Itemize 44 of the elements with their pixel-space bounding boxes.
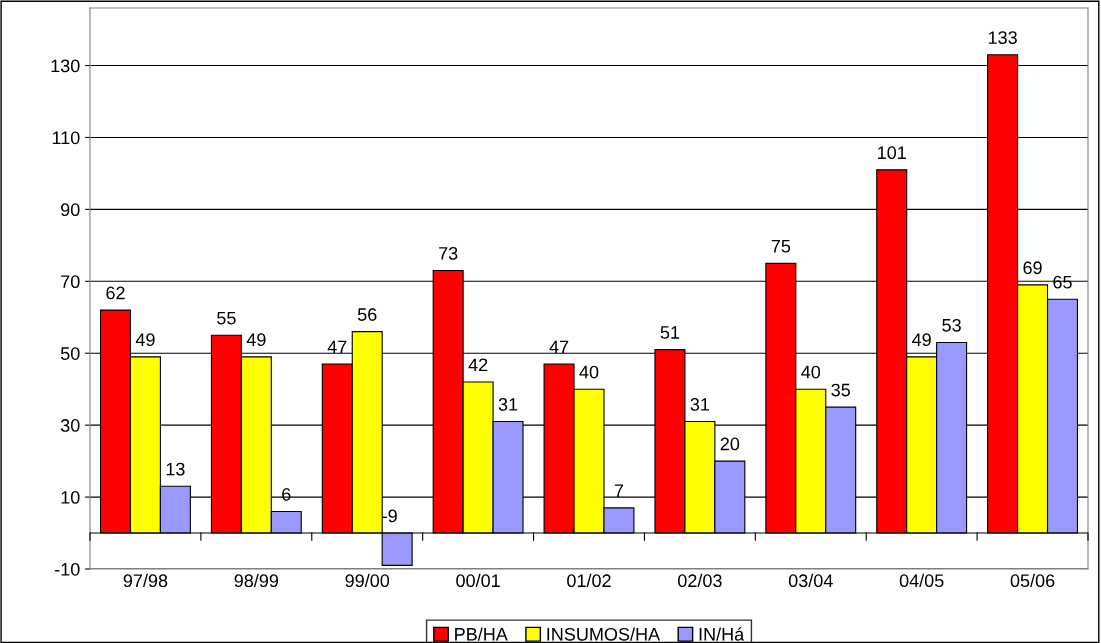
data-label: 7	[614, 484, 624, 497]
data-label: 49	[135, 333, 155, 347]
x-tick-label: 05/06	[1010, 573, 1055, 588]
data-label: 40	[579, 365, 599, 379]
x-tick-label: 98/99	[234, 573, 279, 588]
data-label: 13	[166, 462, 185, 476]
y-tick-label: 10	[61, 491, 80, 504]
data-label: 101	[878, 146, 906, 160]
data-label: 47	[327, 340, 347, 354]
y-tick-label: 70	[61, 275, 80, 289]
data-label: 42	[468, 358, 488, 372]
data-label: 40	[801, 365, 821, 379]
data-label: 47	[549, 340, 569, 354]
y-tick-label: 130	[51, 59, 80, 73]
data-label: 62	[106, 286, 125, 300]
data-label: 49	[246, 333, 266, 347]
y-tick-label: 30	[60, 419, 80, 432]
x-tick-label: 97/98	[123, 573, 168, 588]
legend-label: IN/Há	[699, 627, 745, 641]
y-tick-label: 50	[60, 347, 80, 360]
data-label: 73	[439, 246, 458, 260]
data-label: 55	[217, 311, 236, 325]
y-tick-label: 110	[52, 131, 80, 145]
legend-label: INSUMOS/HA	[547, 627, 661, 641]
data-label: 56	[357, 308, 377, 321]
x-tick-label: 99/00	[345, 573, 390, 588]
data-label: 69	[1023, 261, 1042, 275]
data-label: 20	[720, 437, 740, 451]
data-label: 75	[771, 239, 791, 253]
data-label: 53	[942, 318, 961, 332]
data-label: 49	[912, 333, 931, 347]
data-label: 133	[988, 31, 1017, 44]
data-label: 31	[498, 398, 518, 411]
x-tick-label: 01/02	[567, 573, 611, 588]
data-label: 51	[660, 326, 680, 339]
x-tick-label: 02/03	[678, 573, 722, 588]
y-tick-label: -10	[54, 562, 80, 576]
x-tick-label: 03/04	[788, 573, 833, 588]
x-tick-label: 00/01	[456, 573, 500, 588]
data-label: 35	[831, 383, 850, 397]
legend-label: PB/HA	[455, 627, 508, 641]
data-label: 31	[690, 398, 710, 411]
x-tick-label: 04/05	[899, 573, 944, 588]
y-tick-label: 90	[61, 203, 80, 217]
